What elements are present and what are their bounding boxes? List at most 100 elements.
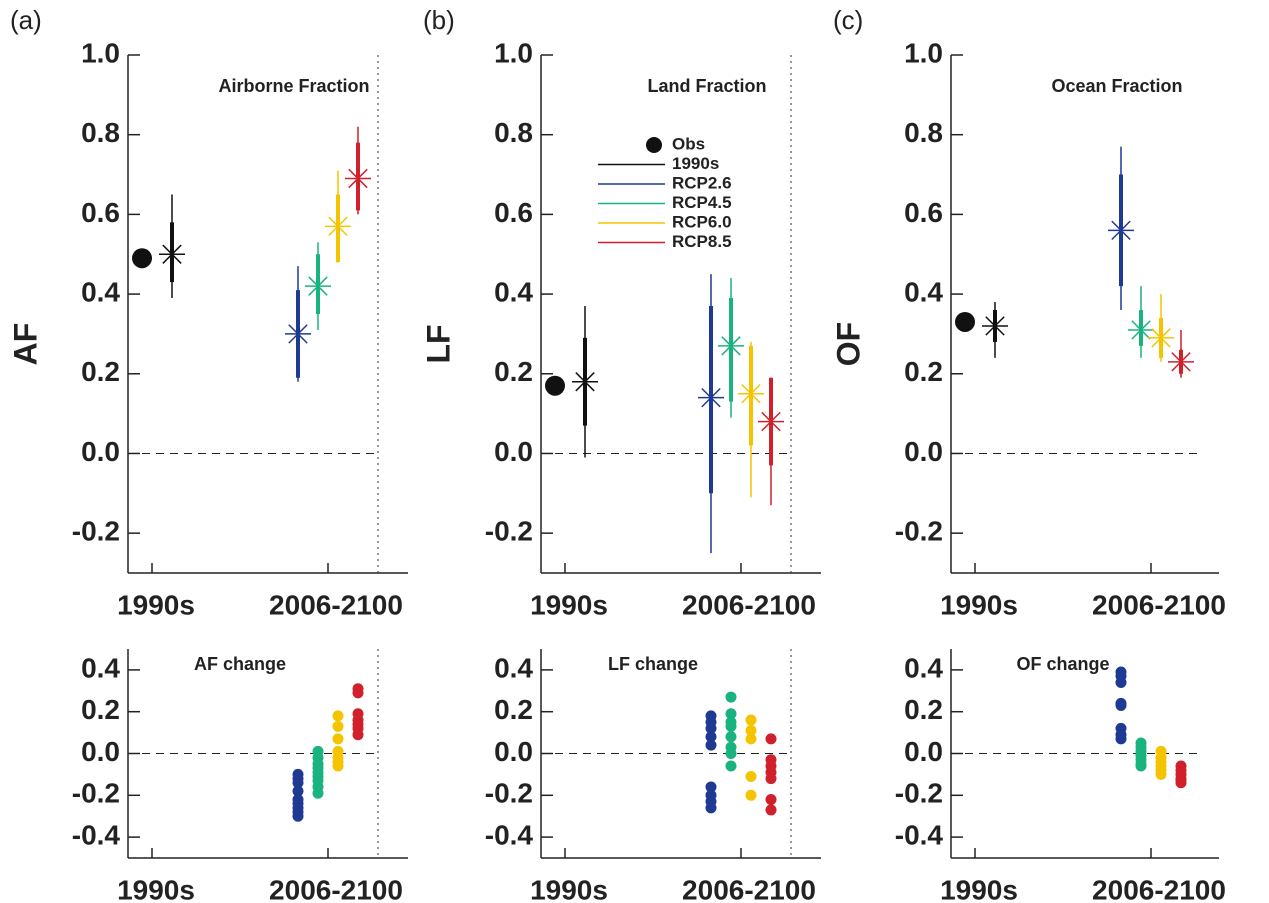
dot	[292, 777, 304, 789]
y-tick-label: 0.6	[494, 197, 533, 228]
y-tick-label: 1.0	[494, 37, 533, 68]
y-tick-label: 0.2	[494, 356, 533, 387]
dot	[725, 760, 737, 772]
star	[1108, 217, 1134, 244]
legend-label: 1990s	[672, 154, 719, 173]
dot	[745, 733, 757, 745]
y-tick-label: 0.0	[494, 436, 533, 467]
star-ray	[162, 244, 182, 264]
y-tick-label: 1.0	[81, 37, 120, 68]
dot	[705, 802, 717, 814]
panel-label: (c)	[833, 5, 863, 35]
dot	[332, 720, 344, 732]
star-ray	[1151, 328, 1171, 348]
dot	[1115, 676, 1127, 688]
star-ray	[328, 216, 348, 237]
y-tick-label: 0.6	[81, 197, 120, 228]
panel-label: (a)	[10, 5, 42, 35]
star-ray	[741, 383, 761, 404]
y-tick-label: 0.8	[494, 117, 533, 148]
y-tick-label: 0.0	[81, 436, 120, 467]
star-ray	[1111, 220, 1131, 241]
dot	[765, 733, 777, 745]
star-ray	[1131, 320, 1151, 340]
dot	[312, 787, 324, 799]
y-tick-label: -0.2	[72, 778, 120, 809]
dot	[352, 729, 364, 741]
y-tick-label: 0.0	[81, 736, 120, 767]
dot	[745, 725, 757, 737]
y-label: LF	[420, 324, 456, 363]
y-tick-label: 0.4	[494, 276, 533, 307]
y-tick-label: -0.4	[72, 819, 121, 850]
panel-title: AF change	[194, 654, 286, 674]
star-ray	[288, 324, 308, 344]
legend-label: RCP6.0	[672, 212, 732, 231]
dot	[1115, 733, 1127, 745]
legend-label: RCP2.6	[672, 173, 732, 192]
dot	[725, 748, 737, 759]
dot	[725, 720, 737, 732]
dot	[745, 789, 757, 801]
star-ray	[348, 168, 368, 189]
x-tick-label: 2006-2100	[1092, 589, 1226, 620]
dot	[725, 691, 737, 703]
y-tick-label: 0.6	[904, 197, 943, 228]
y-tick-label: 0.0	[904, 736, 943, 767]
dot	[1155, 768, 1167, 780]
y-tick-label: -0.4	[485, 819, 534, 850]
dot	[332, 710, 344, 722]
legend-label: Obs	[672, 134, 705, 153]
y-tick-label: 0.4	[81, 276, 120, 307]
dot	[1135, 760, 1147, 772]
y-tick-label: 0.4	[904, 276, 943, 307]
dot	[765, 773, 777, 785]
star	[345, 165, 371, 192]
panel-title: LF change	[608, 654, 698, 674]
y-tick-label: 0.2	[904, 356, 943, 387]
dot	[765, 793, 777, 805]
star	[305, 273, 331, 300]
y-label: AF	[7, 323, 43, 366]
star-ray	[721, 336, 741, 356]
star	[159, 241, 185, 268]
dot	[1175, 777, 1187, 789]
star	[1128, 316, 1154, 343]
x-tick-label: 2006-2100	[269, 589, 403, 620]
panel-title: Ocean Fraction	[1051, 76, 1182, 96]
panel-title: OF change	[1016, 654, 1109, 674]
y-tick-label: -0.2	[895, 778, 943, 809]
dot	[705, 739, 717, 751]
panel-title: Airborne Fraction	[218, 76, 369, 96]
obs-point	[132, 248, 152, 269]
star	[738, 380, 764, 407]
dot	[765, 804, 777, 816]
star-ray	[761, 411, 781, 432]
y-tick-label: 1.0	[904, 37, 943, 68]
dot	[292, 785, 304, 797]
star	[758, 408, 784, 435]
star	[698, 384, 724, 411]
dot	[745, 714, 757, 726]
y-tick-label: -0.2	[485, 778, 533, 809]
x-tick-label: 1990s	[940, 589, 1018, 620]
x-tick-label: 1990s	[940, 874, 1018, 903]
y-tick-label: 0.4	[81, 652, 120, 683]
y-tick-label: 0.2	[904, 694, 943, 725]
y-tick-label: -0.4	[895, 819, 944, 850]
y-tick-label: -0.2	[72, 516, 120, 547]
x-tick-label: 2006-2100	[269, 874, 403, 903]
dot	[705, 781, 717, 793]
legend-label: RCP4.5	[672, 193, 732, 212]
x-tick-label: 1990s	[117, 589, 195, 620]
y-tick-label: 0.2	[494, 694, 533, 725]
obs-point	[545, 375, 565, 396]
y-tick-label: 0.2	[81, 356, 120, 387]
star	[325, 213, 351, 240]
y-label: OF	[830, 322, 866, 366]
y-tick-label: 0.2	[81, 694, 120, 725]
dot	[352, 687, 364, 699]
x-tick-label: 2006-2100	[1092, 874, 1226, 903]
y-tick-label: -0.2	[895, 516, 943, 547]
